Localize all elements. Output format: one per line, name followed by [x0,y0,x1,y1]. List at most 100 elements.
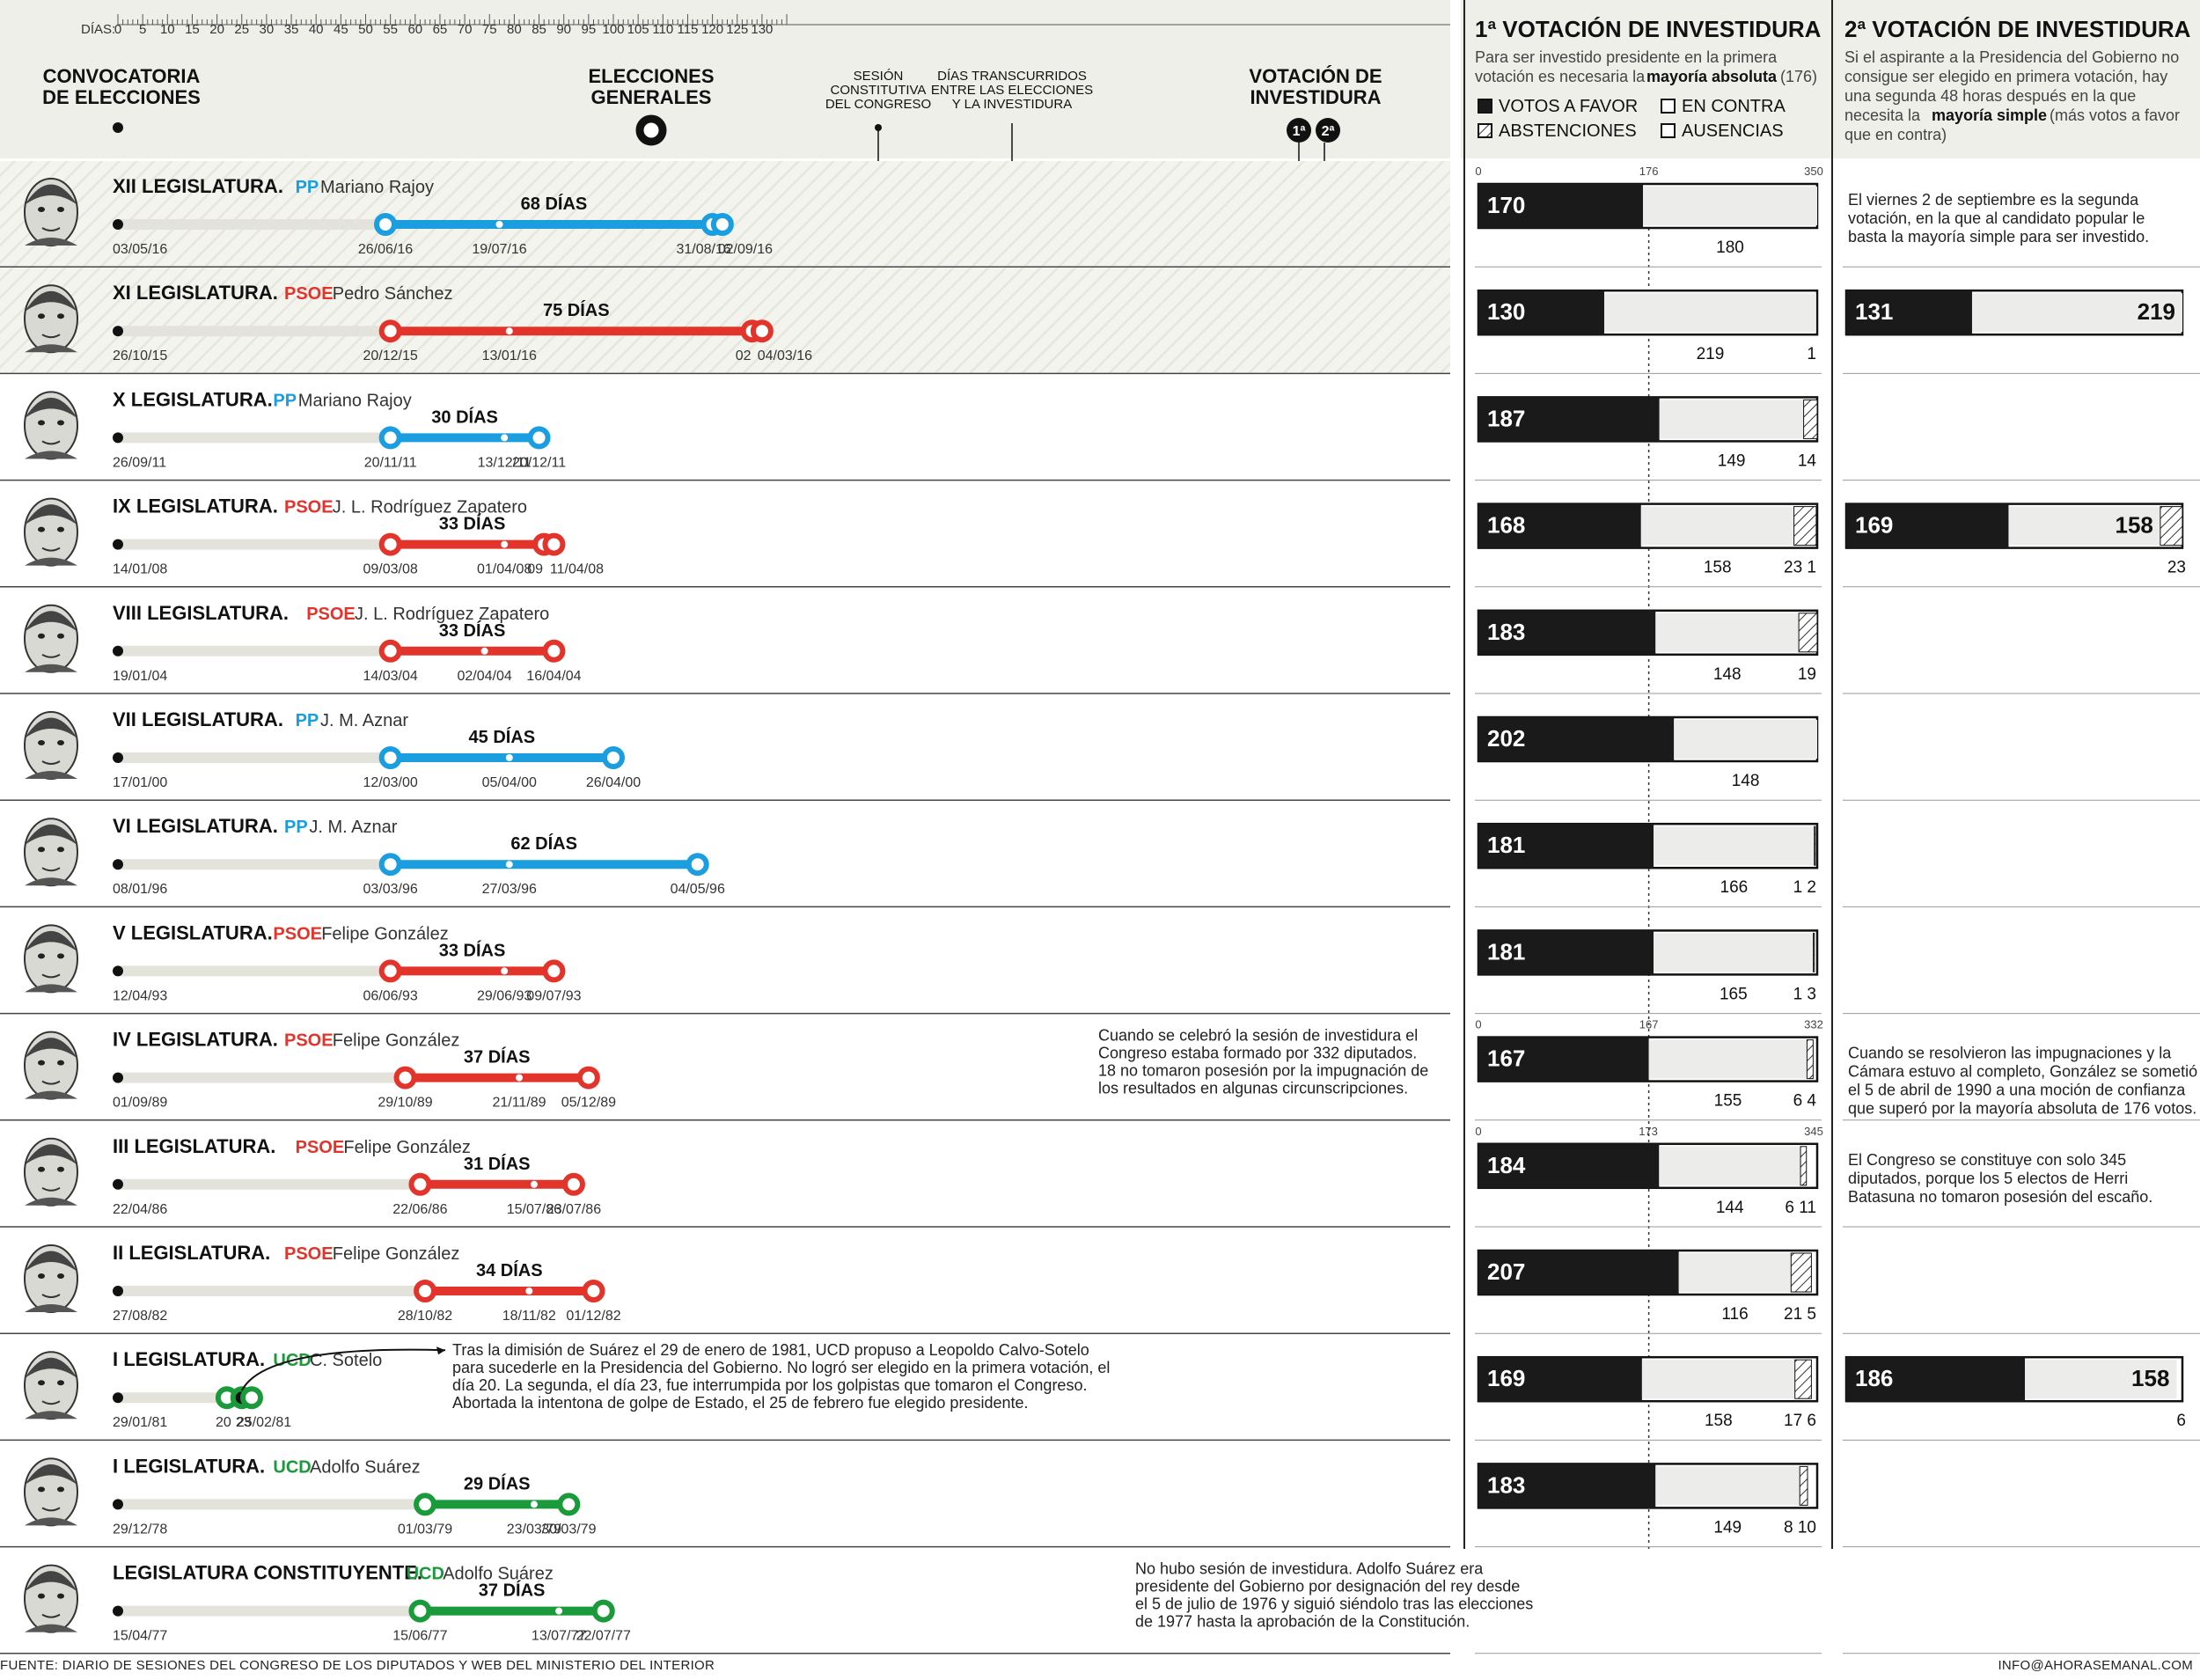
vote-abst-absence-values: 23 1 [1784,559,1816,577]
mouth-shape [41,334,61,339]
bar-axis-label: 176 [1639,165,1659,178]
convocatoria-date: 17/01/00 [113,775,167,790]
vote-abst-absence-values: 17 6 [1784,1412,1816,1430]
candidate-name: J. L. Rodríguez Zapatero [355,605,549,624]
investiture-date: 23 [236,1415,252,1430]
first-vote-bar: 181 166 1 2 [1477,822,1819,897]
votacion-label: VOTACIÓN DE [1249,65,1382,87]
vote-favor-value: 169 [1487,1365,1525,1391]
hair-shape [25,1464,77,1486]
convocatoria-dot [113,326,123,337]
second-vote-desc-last: que en contra) [1844,126,1947,143]
hair-shape [25,290,77,312]
vote-abst-absence-values: 6 4 [1793,1092,1817,1111]
session-date: 05/04/00 [482,775,537,790]
session-marker [525,1288,533,1295]
eye-shape [38,847,45,853]
election-marker [393,1066,417,1089]
day-tick-label: 40 [309,22,324,37]
session-marker [505,754,513,761]
collar-shape [25,771,77,779]
day-tick-label: 30 [260,22,275,37]
legislature-name: III LEGISLATURA. [113,1135,275,1157]
bar-axis-label: 167 [1639,1018,1659,1031]
investiture-vote-marker [576,1066,600,1089]
session-marker [501,967,509,975]
convocatoria-dot [113,645,123,657]
mouth-shape [41,653,61,658]
legislature-name: X LEGISLATURA. [113,388,273,410]
candidate-name: J. M. Aznar [309,818,397,837]
legislature-row: XI LEGISLATURA. PSOE Pedro Sánchez 26/10/15… [0,268,2200,375]
vote-contra-segment [1971,293,2182,333]
candidate-name: J. L. Rodríguez Zapatero [333,498,527,517]
investiture-vote-marker [710,213,734,236]
vote-abst-absence-values: 1 [1807,345,1816,363]
day-tick-label: 65 [433,22,448,37]
second-vote-note: basta la mayoría simple para ser investi… [1848,228,2149,246]
investiture-vote-marker [542,532,566,556]
legislature-row: IV LEGISLATURA. PSOE Felipe González 01/09/… [0,1018,2200,1121]
vote-contra-segment [1678,1253,1792,1292]
legislature-name: I LEGISLATURA. [113,1348,265,1370]
vote-abst-segment [1813,932,1815,972]
investiture-date: 25/02/81 [237,1415,291,1430]
legislature-name: LEGISLATURA CONSTITUYENTE. [113,1562,422,1584]
candidate-name: J. M. Aznar [320,711,408,730]
first-vote-bar: 168 158 23 1 [1477,503,1819,577]
vote-abst-absence-values: 21 5 [1784,1305,1816,1324]
vote-contra-value: 148 [1732,772,1760,790]
vote-abst-absence-values: 23 [2167,559,2186,577]
hair-shape [25,1251,77,1272]
credit-note: INFO@AHORASEMANAL.COM [1998,1658,2193,1673]
elecciones-label: GENERALES [591,86,712,108]
collar-shape [25,1624,77,1632]
election-date: 28/10/82 [398,1309,452,1324]
vote-favor-value: 130 [1487,298,1525,325]
vote-favor-value: 187 [1487,405,1525,431]
election-marker [378,426,402,450]
eye-shape [57,207,64,212]
eye-shape [38,207,45,212]
convocatoria-label: DE ELECCIONES [42,86,201,108]
portrait-icon [24,1351,78,1420]
collar-shape [25,1517,77,1526]
portrait-icon [24,391,78,460]
day-tick-label: 70 [458,22,473,37]
convocatoria-marker [113,122,123,133]
first-vote-desc-tail: (176) [1780,68,1817,85]
hair-shape [25,1357,77,1379]
vote-contra-value: 149 [1718,451,1746,470]
collar-shape [25,1411,77,1420]
legislature-name: VI LEGISLATURA. [113,815,278,837]
portrait-icon [24,284,78,354]
vote-favor-segment [1478,1143,1660,1188]
first-vote-marker-label: 1ª [1293,124,1306,139]
investiture-vote-marker [557,1493,581,1516]
mouth-shape [41,227,61,231]
legend-label: VOTOS A FAVOR [1499,97,1638,116]
sesion-label: CONSTITUTIVA [831,83,927,98]
eye-shape [57,420,64,426]
dias-label: DÍAS TRANSCURRIDOS [937,69,1087,84]
mouth-shape [41,1186,61,1192]
first-vote-bar: 169 158 17 6 [1477,1355,1819,1430]
session-date: 19/07/16 [472,242,526,257]
vote-favor-segment [1846,503,2009,548]
day-tick-label: 5 [139,22,146,37]
votacion-label: INVESTIDURA [1250,86,1381,108]
investiture-date: 31/08/16 [676,242,730,257]
collar-shape [25,1304,77,1312]
row-annotation: día 20. La segunda, el día 23, fue inter… [452,1376,1087,1394]
eye-shape [38,1486,45,1493]
investiture-vote-marker [542,959,566,983]
investiture-date: 20/12/11 [512,455,566,470]
vote-favor-segment [1478,1037,1649,1082]
investiture-date: 09 [527,562,543,577]
convocatoria-dot [113,1286,123,1296]
investiture-vote-marker [591,1599,615,1623]
legend-label: EN CONTRA [1682,97,1786,116]
party-name: PP [273,391,297,410]
